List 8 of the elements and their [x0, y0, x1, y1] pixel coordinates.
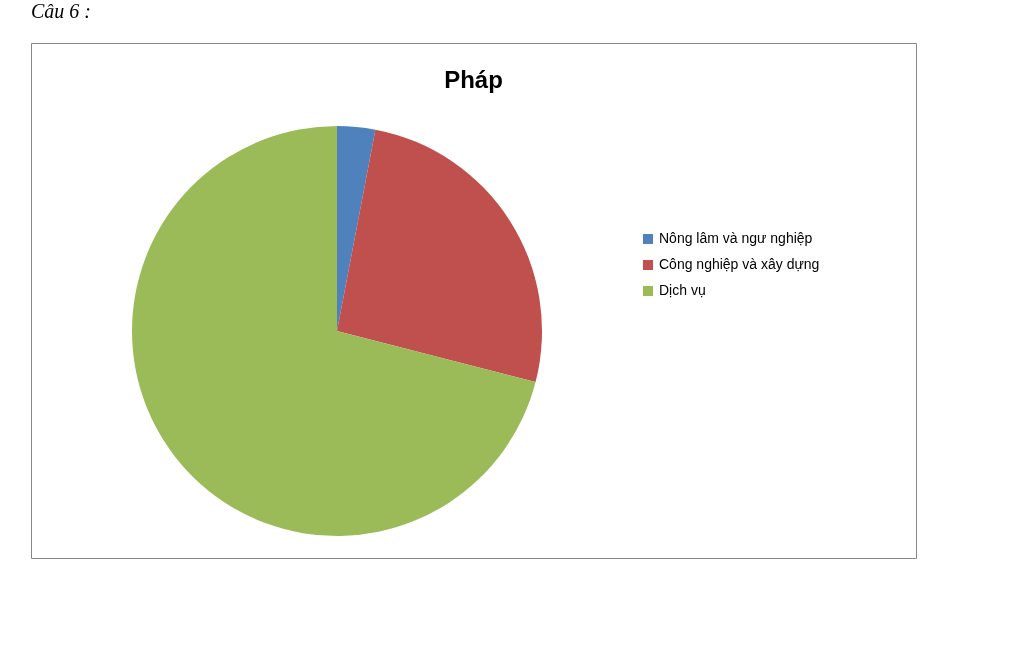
pie-slice	[132, 126, 536, 536]
pie-slice	[337, 126, 376, 331]
legend-label: Công nghiệp và xây dựng	[659, 256, 820, 272]
chart-title: Pháp	[444, 66, 503, 93]
legend-label: Dịch vụ	[659, 282, 706, 298]
legend-label: Nông lâm và ngư nghiệp	[659, 230, 813, 246]
pie-slice	[337, 129, 542, 382]
text: Câu 6 :	[31, 0, 91, 22]
